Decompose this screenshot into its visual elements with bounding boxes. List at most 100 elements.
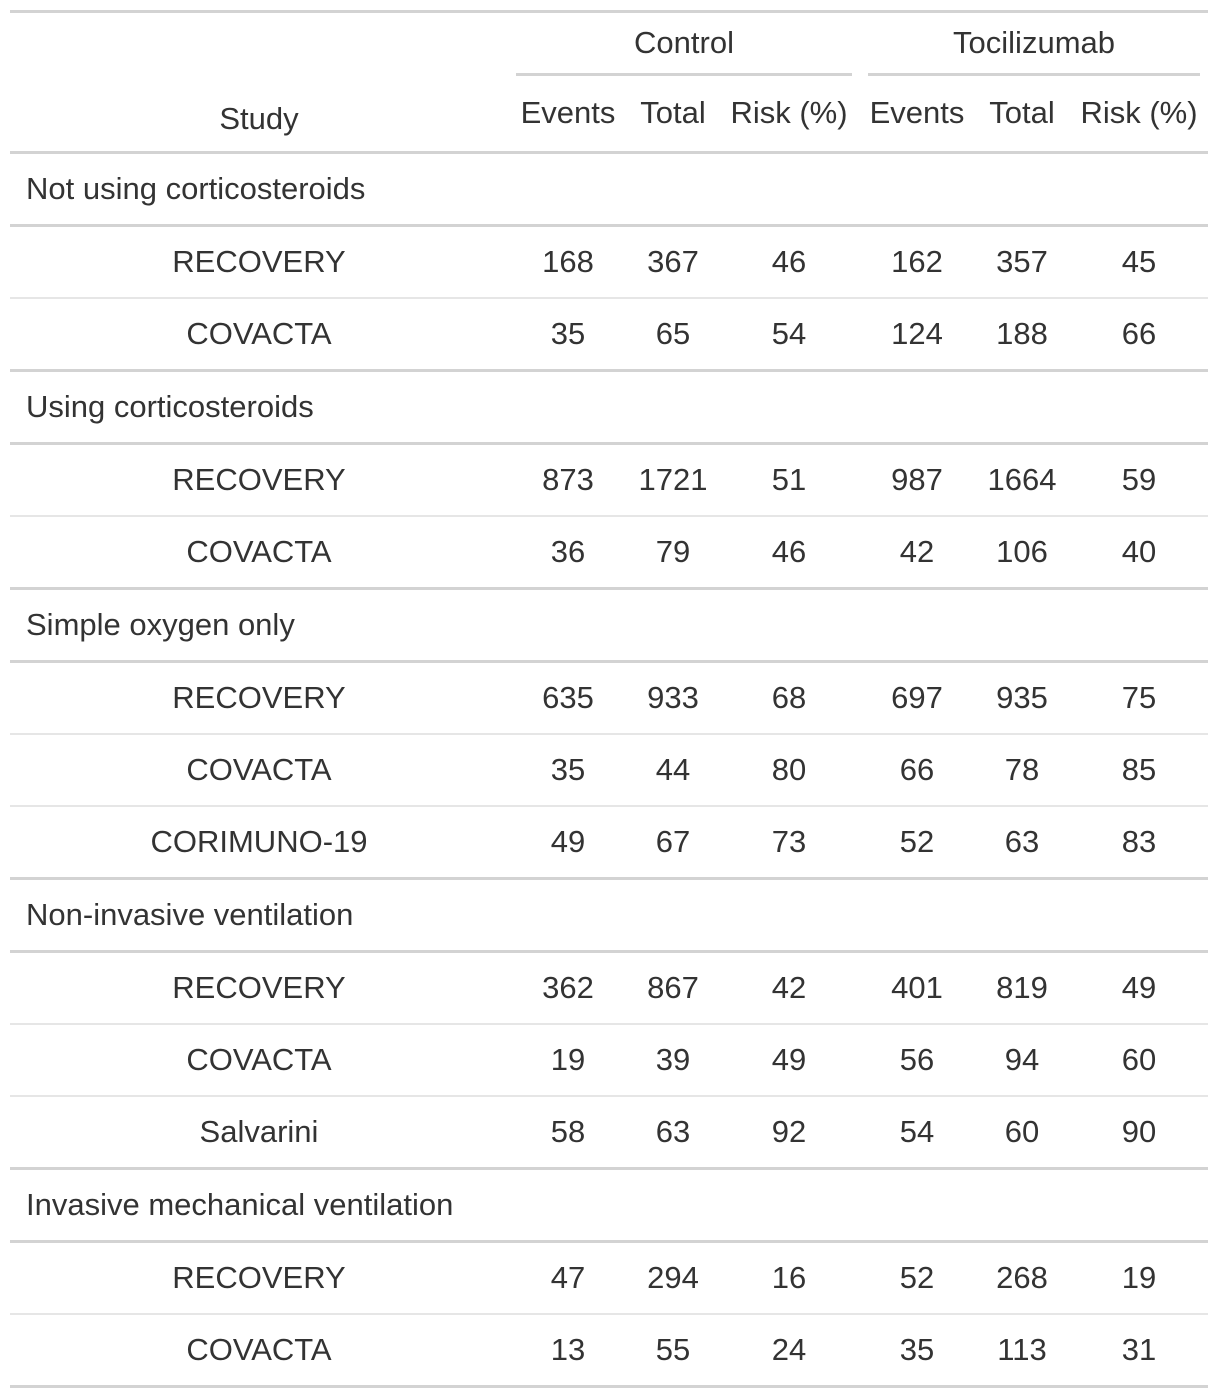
cell-tocilizumab-total: 106 (974, 516, 1071, 590)
cell-control-risk: 80 (718, 734, 861, 807)
cell-control-risk: 51 (718, 443, 861, 517)
cell-control-total: 1721 (628, 443, 718, 517)
spanner-empty (10, 12, 508, 76)
cell-control-risk: 68 (718, 661, 861, 735)
cell-control-total: 67 (628, 806, 718, 880)
cell-tocilizumab-total: 1664 (974, 443, 1071, 517)
cell-tocilizumab-total: 60 (974, 1096, 1071, 1170)
cell-tocilizumab-total: 78 (974, 734, 1071, 807)
cell-study: COVACTA (10, 1314, 508, 1388)
cell-control-events: 635 (508, 661, 628, 735)
table-row: RECOVERY 362 867 42 401 819 49 (10, 951, 1209, 1025)
cell-control-events: 36 (508, 516, 628, 590)
cell-study: RECOVERY (10, 443, 508, 517)
cell-study: COVACTA (10, 298, 508, 372)
cell-control-events: 19 (508, 1024, 628, 1097)
cell-tocilizumab-events: 52 (860, 1241, 975, 1315)
cell-tocilizumab-total: 819 (974, 951, 1071, 1025)
cell-tocilizumab-risk: 40 (1070, 516, 1209, 590)
cell-study: RECOVERY (10, 1241, 508, 1315)
table-body: Not using corticosteroids RECOVERY 168 367 4… (10, 152, 1209, 1388)
cell-tocilizumab-events: 52 (860, 806, 975, 880)
cell-control-events: 47 (508, 1241, 628, 1315)
group-label: Using corticosteroids (10, 370, 1209, 445)
cell-tocilizumab-risk: 66 (1070, 298, 1209, 372)
table-row: COVACTA 35 65 54 124 188 66 (10, 298, 1209, 372)
cell-control-events: 58 (508, 1096, 628, 1170)
cell-tocilizumab-events: 401 (860, 951, 975, 1025)
group-row: Invasive mechanical ventilation (10, 1168, 1209, 1243)
cell-tocilizumab-risk: 90 (1070, 1096, 1209, 1170)
table-row: RECOVERY 635 933 68 697 935 75 (10, 661, 1209, 735)
spanner-tocilizumab-label: Tocilizumab (868, 25, 1201, 76)
table-header: Control Tocilizumab Study Events Total R… (10, 11, 1209, 154)
table-row: RECOVERY 873 1721 51 987 1664 59 (10, 443, 1209, 517)
cell-tocilizumab-events: 54 (860, 1096, 975, 1170)
cell-tocilizumab-total: 188 (974, 298, 1071, 372)
column-header-tocilizumab-total: Total (974, 75, 1071, 154)
cell-control-total: 65 (628, 298, 718, 372)
cell-control-risk: 92 (718, 1096, 861, 1170)
cell-tocilizumab-events: 162 (860, 225, 975, 299)
cell-study: COVACTA (10, 734, 508, 807)
cell-tocilizumab-events: 35 (860, 1314, 975, 1388)
cell-tocilizumab-events: 42 (860, 516, 975, 590)
spanner-control-label: Control (516, 25, 853, 76)
column-header-row: Study Events Total Risk (%) Events Total… (10, 75, 1209, 154)
cell-control-risk: 42 (718, 951, 861, 1025)
cell-tocilizumab-risk: 60 (1070, 1024, 1209, 1097)
cell-control-risk: 49 (718, 1024, 861, 1097)
cell-study: RECOVERY (10, 661, 508, 735)
cell-control-events: 362 (508, 951, 628, 1025)
cell-control-risk: 54 (718, 298, 861, 372)
cell-tocilizumab-total: 357 (974, 225, 1071, 299)
table-row: COVACTA 36 79 46 42 106 40 (10, 516, 1209, 590)
spanner-tocilizumab: Tocilizumab (860, 12, 1208, 76)
cell-study: COVACTA (10, 1024, 508, 1097)
cell-study: Salvarini (10, 1096, 508, 1170)
cell-control-events: 873 (508, 443, 628, 517)
column-header-control-total: Total (628, 75, 718, 154)
column-header-tocilizumab-risk: Risk (%) (1070, 75, 1209, 154)
cell-control-events: 35 (508, 734, 628, 807)
cell-tocilizumab-risk: 59 (1070, 443, 1209, 517)
results-table-container: Control Tocilizumab Study Events Total R… (10, 10, 1209, 1388)
cell-tocilizumab-events: 66 (860, 734, 975, 807)
spanner-row: Control Tocilizumab (10, 11, 1209, 76)
cell-control-events: 35 (508, 298, 628, 372)
cell-control-risk: 16 (718, 1241, 861, 1315)
group-label: Non-invasive ventilation (10, 878, 1209, 953)
table-row: Salvarini 58 63 92 54 60 90 (10, 1096, 1209, 1170)
cell-study: CORIMUNO-19 (10, 806, 508, 880)
cell-control-events: 49 (508, 806, 628, 880)
cell-control-total: 79 (628, 516, 718, 590)
group-label: Invasive mechanical ventilation (10, 1168, 1209, 1243)
column-header-control-events: Events (508, 75, 628, 154)
cell-tocilizumab-risk: 31 (1070, 1314, 1209, 1388)
cell-tocilizumab-risk: 75 (1070, 661, 1209, 735)
cell-tocilizumab-total: 935 (974, 661, 1071, 735)
cell-tocilizumab-risk: 45 (1070, 225, 1209, 299)
table-row: RECOVERY 47 294 16 52 268 19 (10, 1241, 1209, 1315)
cell-tocilizumab-events: 697 (860, 661, 975, 735)
cell-tocilizumab-risk: 19 (1070, 1241, 1209, 1315)
cell-tocilizumab-risk: 83 (1070, 806, 1209, 880)
cell-control-total: 55 (628, 1314, 718, 1388)
column-header-control-risk: Risk (%) (718, 75, 861, 154)
table-row: COVACTA 19 39 49 56 94 60 (10, 1024, 1209, 1097)
table-row: RECOVERY 168 367 46 162 357 45 (10, 225, 1209, 299)
group-row: Using corticosteroids (10, 370, 1209, 445)
cell-tocilizumab-risk: 85 (1070, 734, 1209, 807)
cell-control-total: 39 (628, 1024, 718, 1097)
cell-tocilizumab-events: 56 (860, 1024, 975, 1097)
cell-control-risk: 46 (718, 516, 861, 590)
group-label: Not using corticosteroids (10, 152, 1209, 227)
cell-control-total: 63 (628, 1096, 718, 1170)
group-label: Simple oxygen only (10, 588, 1209, 663)
group-row: Not using corticosteroids (10, 152, 1209, 227)
column-header-study: Study (10, 75, 508, 154)
group-row: Non-invasive ventilation (10, 878, 1209, 953)
cell-tocilizumab-total: 268 (974, 1241, 1071, 1315)
cell-tocilizumab-total: 63 (974, 806, 1071, 880)
cell-study: COVACTA (10, 516, 508, 590)
